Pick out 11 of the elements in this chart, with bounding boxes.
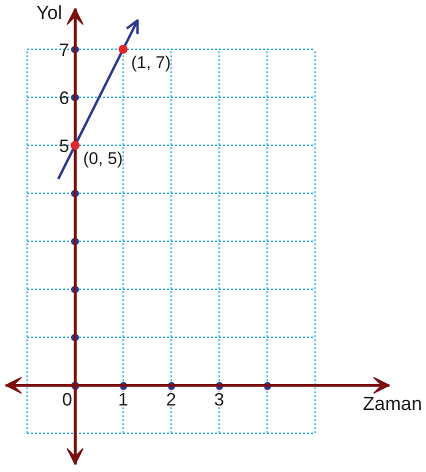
annotation: (1, 7) — [131, 52, 171, 72]
y-tick-label: 6 — [59, 88, 70, 108]
x-tick-label: 2 — [166, 389, 176, 410]
x-tick-label: 3 — [214, 389, 224, 410]
annotation: (0, 5) — [83, 148, 123, 168]
y-axis-title: Yol — [36, 3, 62, 24]
x-tick-label: 0 — [62, 389, 72, 410]
y-tick-label: 7 — [59, 40, 70, 60]
y-tick-label: 5 — [59, 136, 70, 156]
x-tick-label: 1 — [118, 389, 128, 410]
x-axis-title: Zaman — [362, 394, 422, 415]
